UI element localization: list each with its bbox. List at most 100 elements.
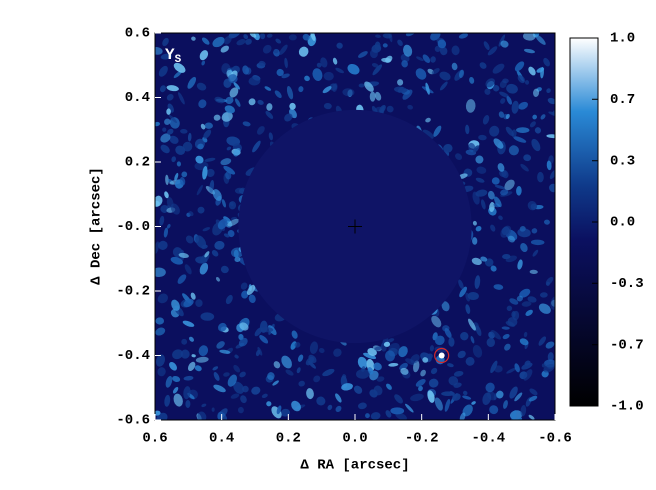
speckle: [485, 382, 495, 393]
speckle: [407, 104, 414, 110]
speckle: [170, 256, 183, 265]
speckle: [221, 199, 227, 208]
speckle: [484, 258, 494, 267]
speckle: [498, 215, 503, 220]
speckle: [262, 44, 272, 54]
speckle: [173, 62, 186, 73]
speckle: [401, 60, 408, 68]
speckle: [516, 295, 523, 302]
speckle: [335, 405, 342, 413]
speckle: [189, 336, 194, 342]
speckle: [284, 113, 293, 122]
speckle: [498, 111, 505, 118]
speckle: [171, 156, 176, 163]
speckle: [309, 341, 319, 354]
speckle: [238, 337, 248, 347]
speckle: [322, 86, 332, 94]
speckle: [275, 38, 282, 44]
speckle: [213, 384, 226, 393]
speckle: [211, 250, 219, 257]
speckle: [172, 375, 181, 382]
speckle: [260, 327, 274, 333]
speckle: [500, 40, 509, 48]
speckle: [252, 140, 261, 153]
speckle: [279, 44, 288, 55]
speckle: [536, 67, 545, 73]
noise-layer: [155, 33, 555, 420]
speckle: [453, 371, 464, 377]
speckle: [198, 99, 207, 109]
speckle: [371, 63, 379, 68]
speckle: [215, 276, 220, 282]
speckle: [373, 362, 382, 371]
speckle: [416, 56, 424, 62]
speckle: [220, 265, 229, 274]
speckle: [214, 240, 225, 250]
speckle: [240, 395, 247, 404]
speckle: [298, 86, 304, 93]
x-axis-label: Δ RA [arcsec]: [300, 458, 409, 474]
speckle: [465, 124, 470, 135]
speckle: [223, 233, 230, 238]
speckle: [528, 414, 535, 420]
speckle: [410, 393, 424, 402]
speckle: [458, 69, 465, 79]
speckle: [217, 218, 228, 230]
speckle: [228, 74, 238, 84]
speckle: [388, 342, 400, 353]
speckle: [458, 33, 468, 39]
speckle: [459, 286, 467, 298]
speckle: [332, 57, 338, 65]
speckle: [364, 81, 374, 92]
speckle: [546, 160, 552, 171]
speckle: [175, 145, 186, 155]
speckle: [493, 284, 504, 290]
speckle: [475, 226, 482, 232]
speckle: [444, 398, 451, 412]
speckle: [160, 133, 171, 143]
speckle: [523, 154, 532, 162]
x-tick-label: -0.4: [472, 431, 506, 447]
speckle: [482, 392, 492, 405]
speckle: [532, 114, 538, 120]
speckle: [248, 98, 256, 106]
speckle: [498, 34, 506, 47]
speckle: [472, 237, 478, 245]
speckle: [266, 401, 272, 407]
speckle: [549, 183, 555, 193]
speckle: [229, 87, 239, 98]
speckle: [195, 155, 204, 164]
speckle: [291, 330, 298, 339]
speckle: [505, 321, 515, 327]
speckle: [529, 121, 536, 128]
speckle: [471, 401, 476, 405]
speckle: [216, 341, 225, 349]
colorbar-tick-label: -1.0: [610, 399, 644, 415]
speckle: [494, 196, 502, 208]
speckle: [382, 43, 388, 48]
speckle: [187, 361, 196, 372]
speckle: [468, 318, 476, 331]
speckle: [484, 88, 491, 95]
speckle: [165, 174, 169, 186]
speckle: [234, 256, 241, 263]
speckle: [239, 322, 249, 331]
speckle: [220, 158, 232, 166]
speckle: [214, 96, 225, 104]
speckle: [538, 336, 547, 346]
speckle: [197, 411, 207, 420]
speckle: [187, 132, 192, 142]
speckle: [246, 284, 256, 295]
x-tick-label: 0.0: [342, 431, 367, 447]
speckle: [166, 94, 174, 101]
speckle: [519, 288, 531, 298]
speckle: [224, 105, 235, 114]
speckle: [385, 410, 392, 418]
speckle: [433, 125, 442, 137]
speckle: [322, 368, 335, 377]
speckle: [212, 189, 222, 201]
speckle: [285, 369, 294, 376]
speckle: [460, 331, 469, 341]
speckle: [306, 388, 314, 400]
speckle: [504, 179, 515, 191]
